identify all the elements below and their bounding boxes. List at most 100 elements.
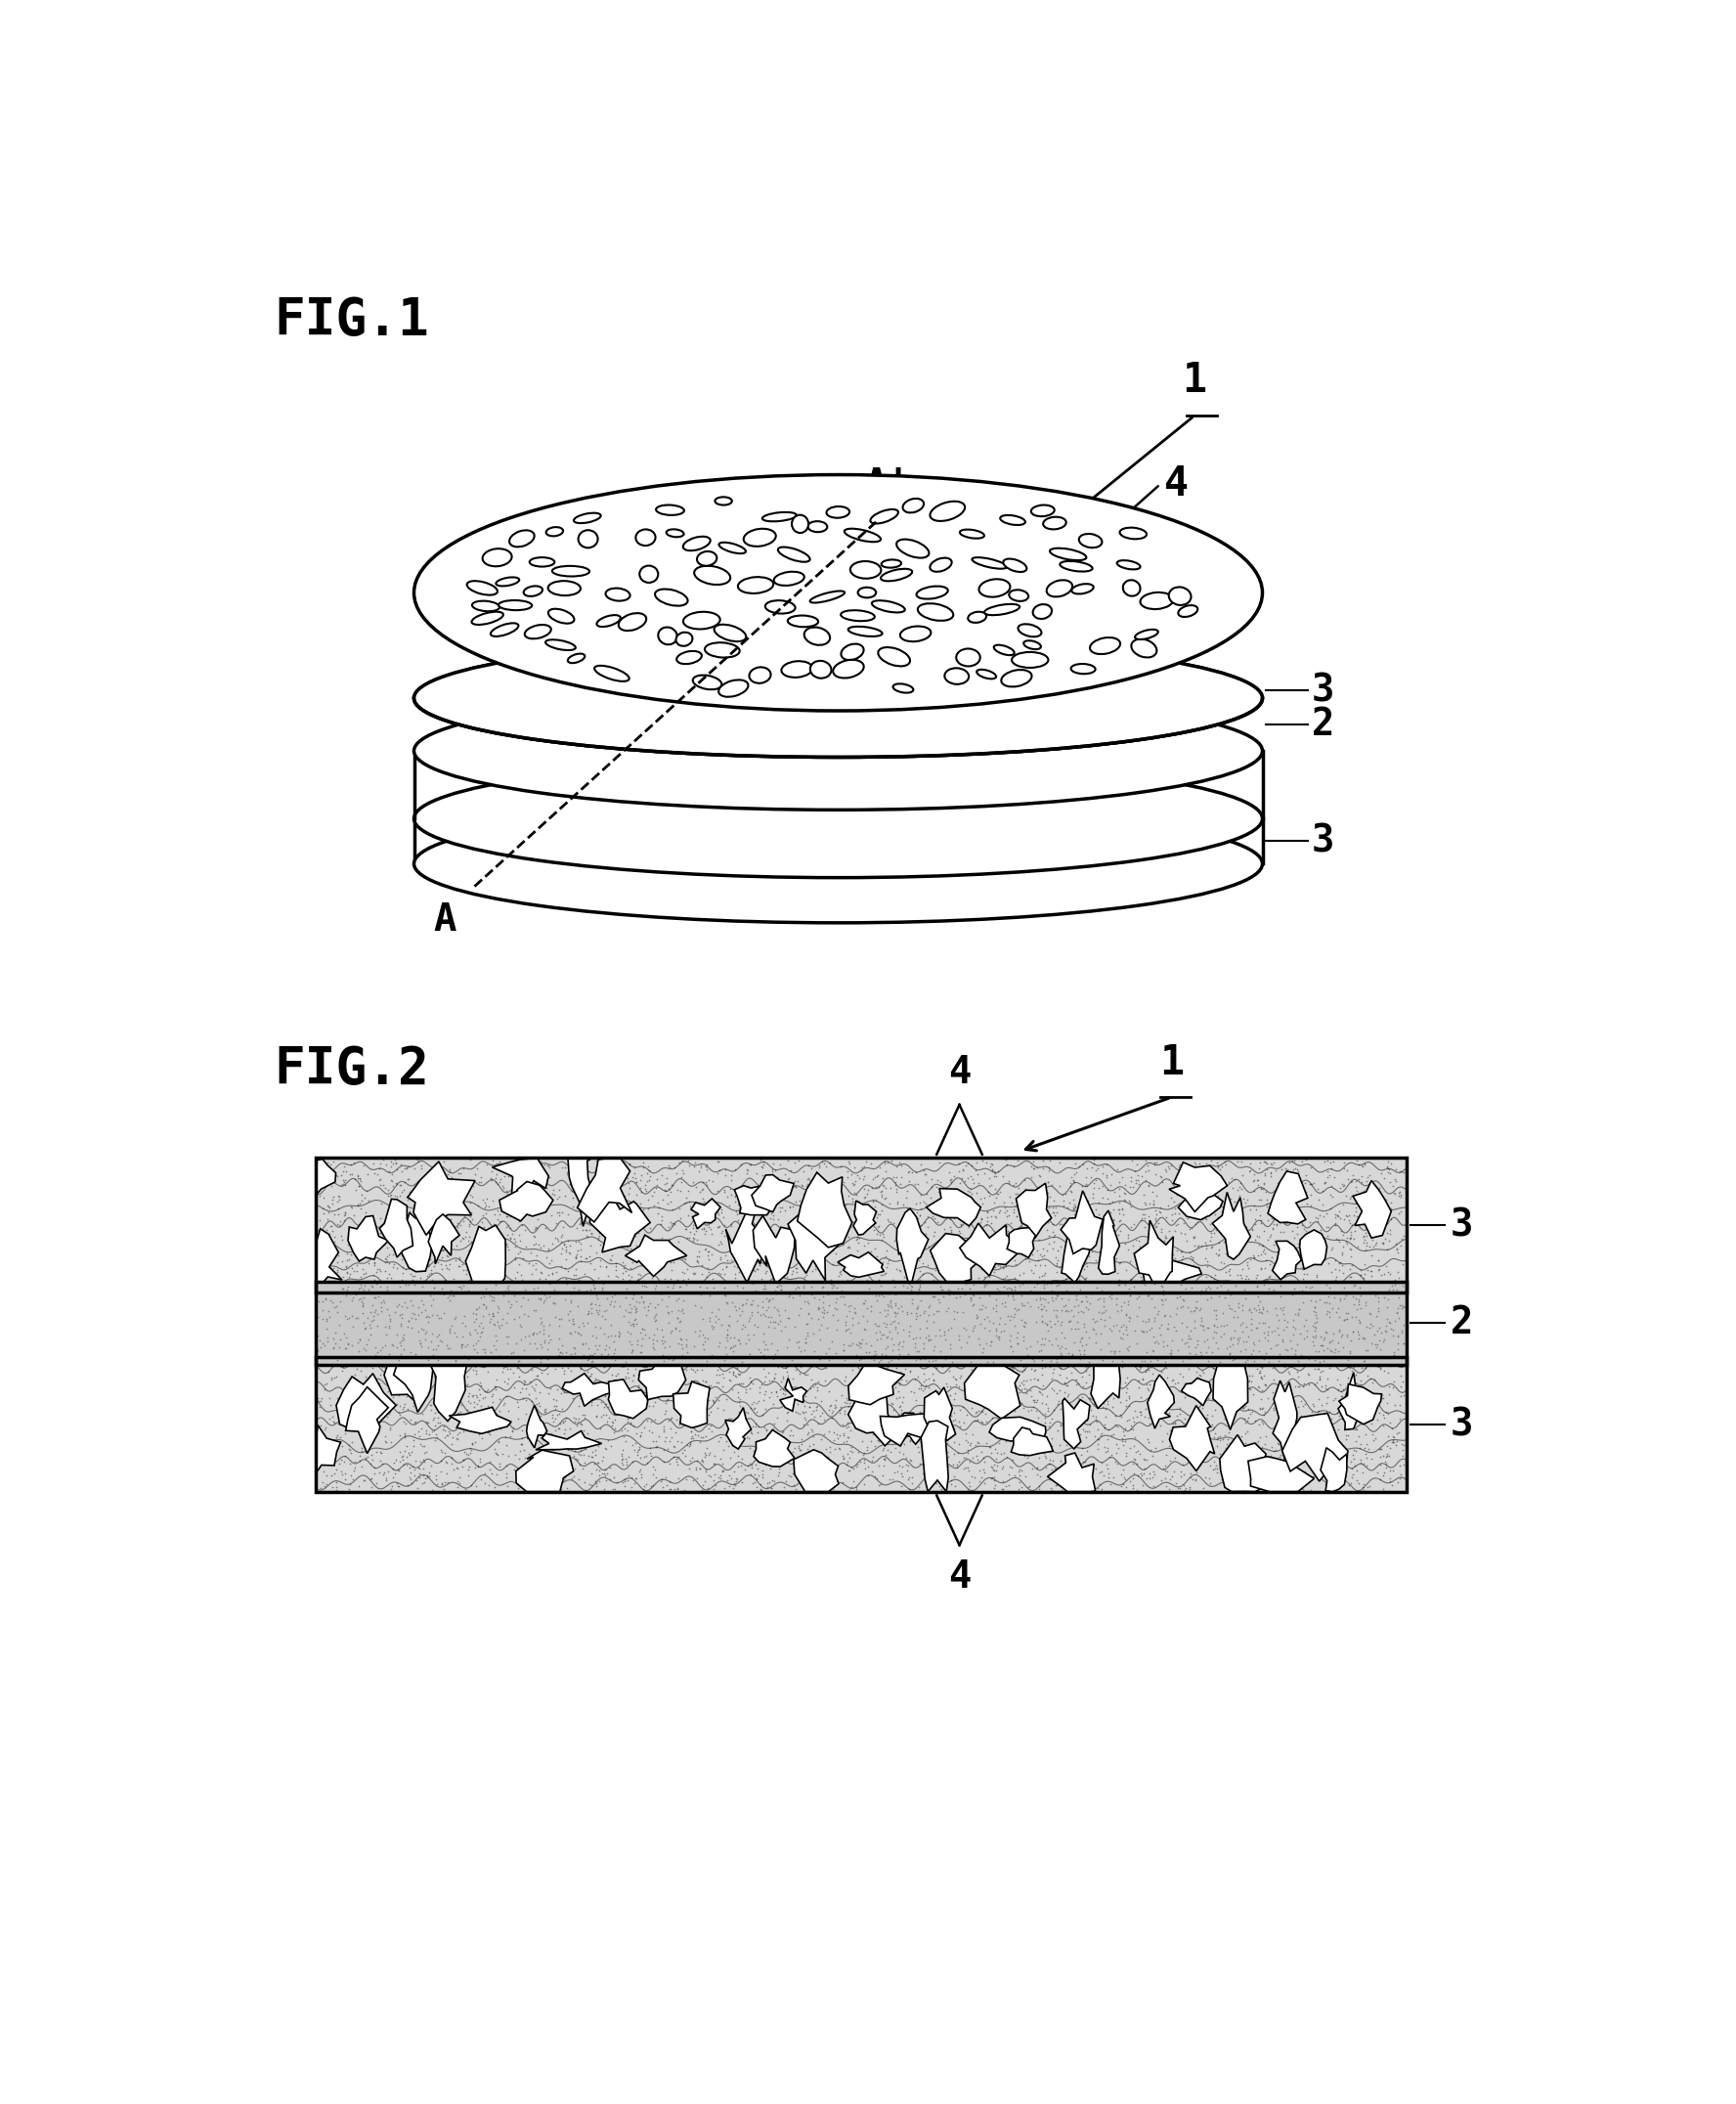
Point: [384, 1233, 411, 1267]
Point: [932, 1445, 960, 1479]
Point: [1193, 1401, 1220, 1435]
Point: [792, 1185, 819, 1218]
Point: [658, 1359, 686, 1393]
Point: [792, 1321, 819, 1355]
Point: [1245, 1182, 1272, 1216]
Point: [689, 1469, 717, 1502]
Point: [1095, 1267, 1123, 1300]
Point: [306, 1220, 333, 1254]
Point: [821, 1448, 849, 1481]
Point: [976, 1372, 1003, 1405]
Point: [1210, 1460, 1238, 1494]
Point: [920, 1389, 948, 1422]
Point: [1307, 1370, 1335, 1403]
Point: [1286, 1471, 1314, 1504]
Point: [686, 1399, 713, 1433]
Point: [524, 1227, 552, 1260]
Point: [621, 1466, 649, 1500]
Point: [1271, 1439, 1299, 1473]
Point: [319, 1180, 347, 1214]
Point: [1012, 1372, 1040, 1405]
Point: [632, 1174, 660, 1208]
Point: [387, 1365, 415, 1399]
Point: [1061, 1290, 1088, 1323]
Point: [762, 1277, 790, 1311]
Point: [436, 1166, 464, 1199]
Point: [724, 1351, 752, 1384]
Point: [608, 1448, 635, 1481]
Point: [448, 1248, 476, 1281]
Point: [812, 1235, 840, 1269]
Point: [1033, 1267, 1061, 1300]
Point: [1064, 1288, 1092, 1321]
Point: [304, 1260, 332, 1294]
Point: [446, 1355, 474, 1389]
Point: [455, 1275, 483, 1309]
Point: [592, 1340, 620, 1374]
Point: [1325, 1246, 1352, 1279]
Point: [528, 1443, 556, 1477]
Point: [1158, 1336, 1186, 1370]
Point: [962, 1309, 990, 1342]
Point: [1040, 1393, 1068, 1427]
Polygon shape: [1248, 1456, 1314, 1492]
Point: [904, 1359, 932, 1393]
Point: [859, 1182, 887, 1216]
Point: [476, 1296, 503, 1330]
Point: [726, 1395, 753, 1429]
Point: [335, 1326, 363, 1359]
Point: [924, 1458, 951, 1492]
Point: [648, 1157, 675, 1191]
Point: [929, 1416, 957, 1450]
Point: [1177, 1180, 1205, 1214]
Point: [786, 1216, 814, 1250]
Point: [983, 1176, 1010, 1210]
Point: [1016, 1267, 1043, 1300]
Point: [1121, 1420, 1149, 1454]
Point: [464, 1315, 491, 1349]
Point: [613, 1357, 641, 1391]
Point: [592, 1250, 620, 1283]
Point: [757, 1471, 785, 1504]
Point: [1000, 1193, 1028, 1227]
Point: [391, 1435, 418, 1469]
Point: [576, 1273, 604, 1307]
Point: [950, 1311, 977, 1344]
Point: [835, 1311, 863, 1344]
Point: [648, 1277, 675, 1311]
Point: [755, 1195, 783, 1229]
Point: [436, 1416, 464, 1450]
Point: [962, 1395, 990, 1429]
Point: [1139, 1187, 1167, 1220]
Point: [792, 1389, 819, 1422]
Point: [1106, 1214, 1134, 1248]
Point: [524, 1201, 552, 1235]
Point: [1236, 1294, 1264, 1328]
Point: [1358, 1441, 1385, 1475]
Point: [1356, 1172, 1384, 1206]
Point: [547, 1334, 575, 1368]
Point: [707, 1241, 734, 1275]
Point: [974, 1206, 1002, 1239]
Point: [1165, 1471, 1193, 1504]
Point: [740, 1393, 767, 1427]
Point: [891, 1241, 918, 1275]
Point: [562, 1212, 590, 1246]
Point: [411, 1464, 439, 1498]
Point: [457, 1195, 484, 1229]
Point: [1012, 1185, 1040, 1218]
Point: [1052, 1332, 1080, 1365]
Point: [436, 1201, 464, 1235]
Point: [1182, 1292, 1210, 1326]
Point: [1338, 1365, 1366, 1399]
Point: [979, 1193, 1007, 1227]
Point: [1054, 1380, 1082, 1414]
Point: [490, 1351, 517, 1384]
Point: [460, 1332, 488, 1365]
Point: [840, 1176, 868, 1210]
Point: [1299, 1168, 1326, 1201]
Point: [1234, 1437, 1262, 1471]
Point: [1043, 1243, 1071, 1277]
Point: [1236, 1359, 1264, 1393]
Point: [651, 1326, 679, 1359]
